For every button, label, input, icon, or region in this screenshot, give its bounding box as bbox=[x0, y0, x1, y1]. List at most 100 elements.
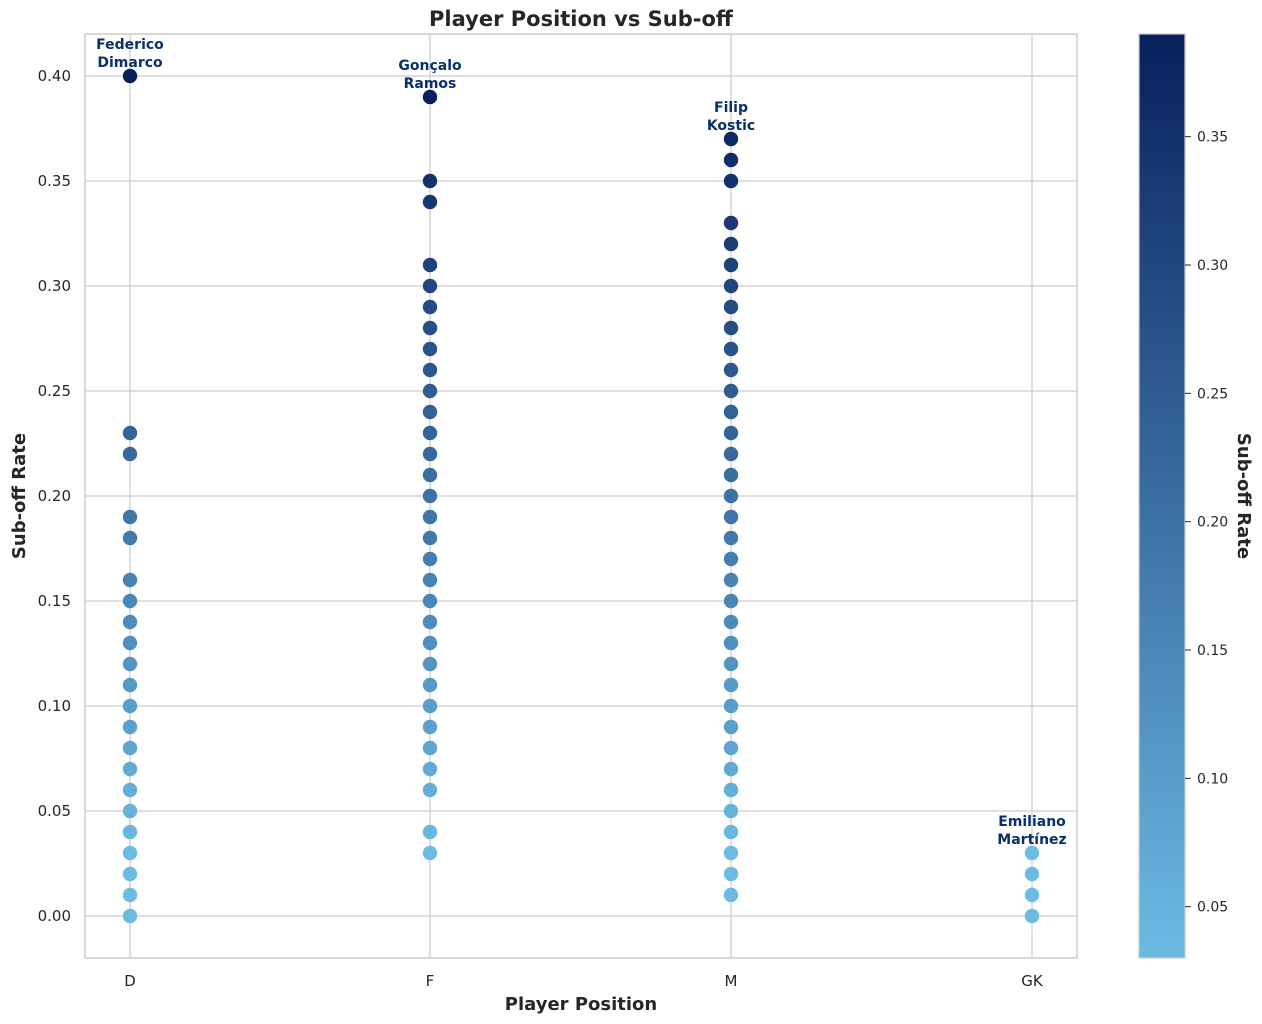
colorbar-tick-label: 0.35 bbox=[1197, 130, 1228, 146]
data-point bbox=[723, 593, 739, 609]
data-point bbox=[723, 803, 739, 819]
x-tick-label: D bbox=[124, 972, 136, 990]
data-point bbox=[422, 824, 438, 840]
colorbar-tick-label: 0.05 bbox=[1197, 900, 1228, 916]
point-annotation: Filip Kostic bbox=[707, 100, 755, 134]
data-point bbox=[422, 551, 438, 567]
colorbar-label: Sub-off Rate bbox=[1233, 433, 1254, 559]
colorbar-tick-label: 0.15 bbox=[1197, 643, 1228, 659]
data-point bbox=[122, 908, 138, 924]
data-point bbox=[122, 866, 138, 882]
y-tick-label: 0.30 bbox=[38, 277, 71, 295]
y-tick-label: 0.05 bbox=[38, 802, 71, 820]
data-point bbox=[723, 383, 739, 399]
data-point bbox=[422, 740, 438, 756]
data-point bbox=[422, 698, 438, 714]
data-point bbox=[122, 677, 138, 693]
chart-title: Player Position vs Sub-off bbox=[429, 7, 734, 31]
data-point bbox=[723, 173, 739, 189]
x-tick-labels: D F M GK bbox=[124, 972, 1044, 990]
data-point bbox=[122, 425, 138, 441]
x-tick-label: M bbox=[725, 972, 738, 990]
y-tick-label: 0.20 bbox=[38, 487, 71, 505]
data-point bbox=[122, 803, 138, 819]
point-annotations: Federico Dimarco Gonçalo Ramos Filip Kostic Em… bbox=[96, 37, 1067, 848]
colorbar-tick-label: 0.25 bbox=[1197, 386, 1228, 402]
data-point bbox=[422, 173, 438, 189]
data-point bbox=[723, 446, 739, 462]
y-tick-label: 0.10 bbox=[38, 697, 71, 715]
data-point bbox=[422, 194, 438, 210]
data-point bbox=[723, 866, 739, 882]
data-point bbox=[723, 488, 739, 504]
data-point bbox=[723, 362, 739, 378]
data-point bbox=[723, 656, 739, 672]
y-tick-label: 0.40 bbox=[38, 67, 71, 85]
data-point bbox=[422, 593, 438, 609]
data-point bbox=[723, 404, 739, 420]
data-point bbox=[723, 278, 739, 294]
data-point bbox=[122, 824, 138, 840]
data-point bbox=[122, 593, 138, 609]
data-point bbox=[723, 215, 739, 231]
data-point bbox=[422, 404, 438, 420]
y-tick-labels: 0.00 0.05 0.10 0.15 0.20 0.25 0.30 0.35 0.40 bbox=[38, 67, 71, 925]
data-point bbox=[723, 845, 739, 861]
data-point bbox=[422, 719, 438, 735]
data-point bbox=[422, 572, 438, 588]
y-tick-label: 0.25 bbox=[38, 382, 71, 400]
data-point bbox=[723, 677, 739, 693]
colorbar-tick-label: 0.30 bbox=[1197, 258, 1228, 274]
data-point bbox=[723, 299, 739, 315]
data-point bbox=[422, 89, 438, 105]
grid-lines bbox=[85, 34, 1077, 958]
data-point bbox=[723, 740, 739, 756]
data-point bbox=[122, 698, 138, 714]
data-point bbox=[422, 635, 438, 651]
data-points bbox=[122, 68, 1040, 924]
point-annotation: Gonçalo Ramos bbox=[398, 58, 462, 92]
data-point bbox=[422, 509, 438, 525]
data-point bbox=[122, 635, 138, 651]
point-annotation: Emiliano Martínez bbox=[997, 814, 1066, 848]
data-point bbox=[1024, 866, 1040, 882]
data-point bbox=[422, 362, 438, 378]
data-point bbox=[723, 341, 739, 357]
data-point bbox=[422, 782, 438, 798]
data-point bbox=[1024, 845, 1040, 861]
data-point bbox=[723, 236, 739, 252]
data-point bbox=[422, 656, 438, 672]
data-point bbox=[422, 467, 438, 483]
data-point bbox=[422, 488, 438, 504]
point-annotation: Federico Dimarco bbox=[96, 37, 164, 71]
data-point bbox=[723, 698, 739, 714]
colorbar-tick-label: 0.20 bbox=[1197, 515, 1228, 531]
data-point bbox=[122, 446, 138, 462]
data-point bbox=[422, 257, 438, 273]
y-tick-label: 0.15 bbox=[38, 592, 71, 610]
data-point bbox=[723, 467, 739, 483]
data-point bbox=[723, 152, 739, 168]
data-point bbox=[723, 509, 739, 525]
data-point bbox=[723, 551, 739, 567]
data-point bbox=[723, 425, 739, 441]
data-point bbox=[122, 782, 138, 798]
data-point bbox=[723, 614, 739, 630]
y-tick-label: 0.35 bbox=[38, 172, 71, 190]
data-point bbox=[122, 614, 138, 630]
data-point bbox=[723, 257, 739, 273]
data-point bbox=[422, 425, 438, 441]
data-point bbox=[422, 446, 438, 462]
data-point bbox=[122, 719, 138, 735]
data-point bbox=[723, 530, 739, 546]
data-point bbox=[422, 761, 438, 777]
data-point bbox=[122, 530, 138, 546]
data-point bbox=[422, 677, 438, 693]
data-point bbox=[723, 782, 739, 798]
x-tick-label: F bbox=[426, 972, 435, 990]
colorbar bbox=[1138, 33, 1186, 959]
data-point bbox=[422, 383, 438, 399]
x-axis-label: Player Position bbox=[505, 994, 657, 1015]
data-point bbox=[723, 719, 739, 735]
